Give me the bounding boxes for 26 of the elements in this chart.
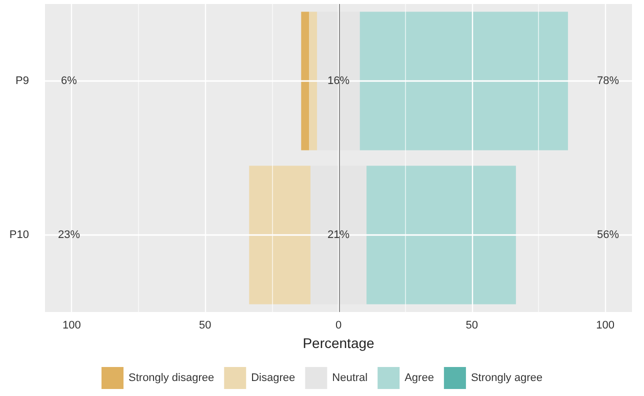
annotation: 56% [596, 229, 620, 241]
bar [360, 12, 568, 150]
annotation: 16% [327, 75, 350, 87]
bar [301, 12, 310, 150]
y-tick-label: P9 [16, 75, 29, 87]
annotation: 78% [596, 75, 620, 87]
x-tick-label: 0 [335, 320, 342, 332]
x-tick-label: 50 [198, 320, 212, 332]
bar [366, 166, 516, 304]
legend-label: Neutral [332, 372, 368, 384]
legend-label: Agree [404, 372, 434, 384]
bar [309, 12, 318, 150]
bar [249, 166, 310, 304]
x-axis-title: Percentage [302, 335, 375, 351]
annotation: 23% [58, 229, 80, 241]
annotation: 21% [327, 229, 350, 241]
bar [317, 12, 360, 150]
x-tick-label: 100 [62, 320, 81, 332]
legend-label: Strongly disagree [128, 372, 214, 384]
x-tick-label: 100 [596, 320, 614, 332]
legend-label: Disagree [251, 372, 296, 384]
x-tick-label: 50 [466, 320, 478, 332]
y-tick-label: P10 [9, 229, 29, 241]
annotation: 6% [61, 75, 78, 87]
bar [310, 166, 367, 304]
legend-label: Strongly agree [470, 372, 542, 384]
